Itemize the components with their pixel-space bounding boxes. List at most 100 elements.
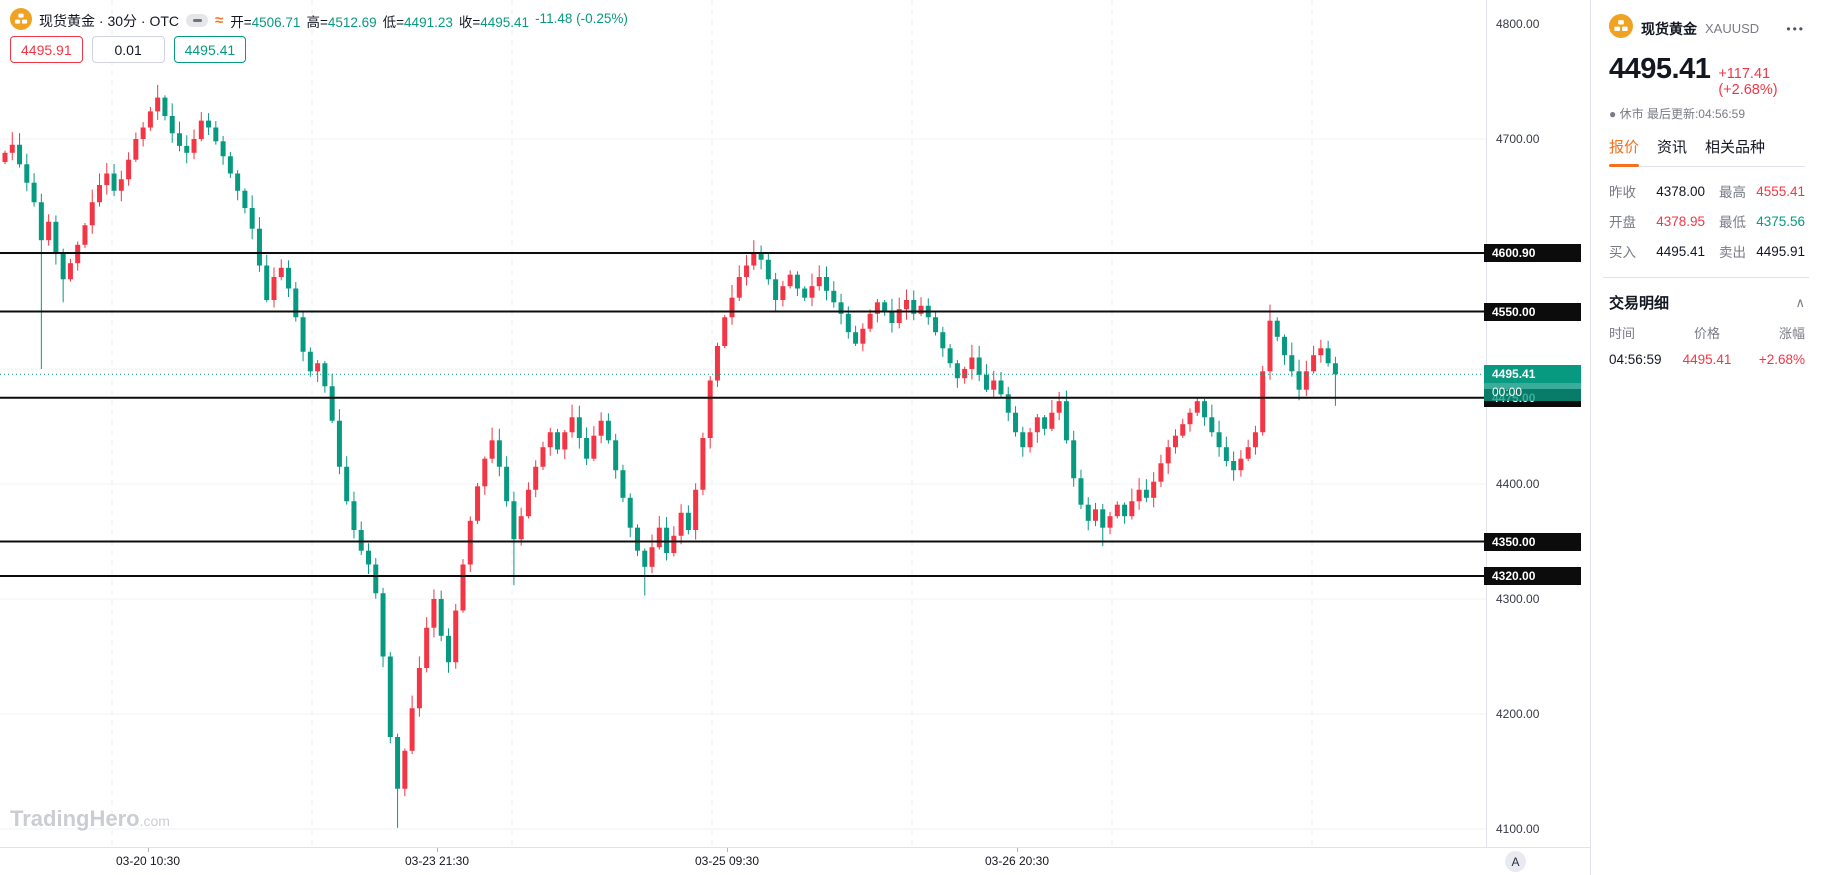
day-low-label: 最低 — [1719, 215, 1746, 230]
candle — [1289, 355, 1295, 372]
candle — [1172, 435, 1178, 448]
candle — [1085, 504, 1091, 521]
candle — [773, 279, 779, 300]
candle — [903, 300, 909, 310]
candle — [1143, 489, 1149, 498]
candle — [1274, 320, 1280, 337]
time-tick — [1017, 848, 1018, 852]
candle — [954, 363, 960, 379]
candle — [991, 380, 997, 390]
candle — [671, 535, 677, 553]
price-axis[interactable]: 4800.00 4700.00 4400.00 4300.00 4200.00 4100.… — [1484, 0, 1590, 847]
open-label: 开= — [230, 14, 252, 30]
candle — [664, 527, 670, 553]
price-tick: 4800.00 — [1496, 17, 1540, 31]
candle — [809, 286, 815, 298]
change-value: -11.48 (-0.25%) — [535, 10, 628, 26]
candle — [1107, 516, 1113, 528]
candle — [31, 182, 37, 203]
trade-change: +2.68% — [1758, 352, 1805, 367]
candle — [206, 120, 212, 128]
candle — [176, 133, 182, 146]
candle — [184, 145, 190, 153]
candle — [38, 202, 44, 241]
candle — [460, 564, 466, 611]
candle — [133, 139, 139, 160]
candle — [853, 332, 859, 344]
candle — [685, 512, 691, 530]
candle — [584, 438, 590, 459]
candle — [53, 221, 59, 254]
candle — [736, 277, 742, 298]
candle — [1325, 348, 1331, 364]
high-label: 高= — [306, 14, 328, 30]
candle — [75, 244, 81, 264]
candle — [1238, 458, 1244, 471]
candle — [409, 708, 415, 751]
level-price-label: 4320.00 — [1484, 567, 1581, 585]
candle — [220, 141, 226, 157]
candle — [1202, 401, 1208, 418]
candle — [1020, 432, 1026, 448]
candle — [1303, 371, 1309, 390]
candle — [1136, 489, 1142, 502]
tab-related[interactable]: 相关品种 — [1705, 139, 1766, 156]
low-value: 4491.23 — [404, 14, 453, 30]
auto-scale-button[interactable]: A — [1505, 851, 1526, 872]
candle — [489, 440, 495, 459]
candle — [60, 254, 66, 280]
candle — [962, 369, 968, 379]
chart-legend: 现货黄金 · 30分 · OTC ≈ 开=4506.71 高=4512.69 低… — [10, 8, 628, 33]
candle — [1056, 401, 1062, 413]
high-value: 4512.69 — [327, 14, 377, 30]
candle — [496, 440, 502, 467]
candle — [1063, 401, 1069, 441]
sidebar-symbol-name: 现货黄金 — [1641, 20, 1697, 37]
candle — [344, 466, 350, 502]
candlestick-chart[interactable] — [0, 0, 1486, 847]
time-axis[interactable]: 03-20 10:30 03-23 21:30 03-25 09:30 03-26 2… — [0, 847, 1590, 875]
candle — [1223, 447, 1229, 461]
trade-buttons: 4495.91 0.01 4495.41 — [10, 36, 247, 63]
candle — [656, 527, 662, 548]
price-tick: 4400.00 — [1496, 477, 1540, 491]
candle — [264, 265, 270, 300]
candle — [969, 357, 975, 369]
tab-quotes[interactable]: 报价 — [1609, 136, 1640, 167]
candle — [438, 599, 444, 636]
candle — [794, 274, 800, 289]
candle — [845, 313, 851, 333]
candle — [1209, 417, 1215, 433]
candle — [2, 152, 8, 162]
candle — [366, 550, 371, 565]
collapse-chevron-icon[interactable]: ∧ — [1795, 294, 1805, 310]
candle — [482, 458, 488, 487]
candle — [591, 435, 597, 459]
bar-countdown-label: 00:00 — [1484, 383, 1581, 402]
symbol-title[interactable]: 现货黄金 · 30分 · OTC — [39, 12, 180, 29]
candle — [445, 635, 451, 663]
candle — [642, 550, 648, 567]
sell-price-button[interactable]: 4495.91 — [10, 36, 83, 63]
more-menu-icon[interactable]: ••• — [1786, 21, 1805, 36]
candle — [511, 501, 517, 540]
candle — [1027, 432, 1033, 448]
candle — [780, 286, 786, 300]
candle — [1158, 463, 1164, 482]
candle — [700, 438, 706, 490]
candle — [576, 417, 582, 438]
tab-news[interactable]: 资讯 — [1657, 139, 1688, 156]
candle — [831, 290, 837, 303]
trade-detail-title: 交易明细 — [1609, 295, 1670, 312]
candle — [395, 737, 401, 789]
day-low-value: 4375.56 — [1756, 213, 1805, 229]
buy-price-button[interactable]: 4495.41 — [173, 36, 247, 63]
candle — [293, 288, 299, 318]
last-price: 4495.41 — [1609, 53, 1711, 85]
candle — [373, 564, 379, 594]
candle — [874, 302, 880, 314]
candle — [555, 432, 561, 450]
spread-button[interactable]: 0.01 — [91, 36, 165, 63]
candle — [118, 179, 124, 191]
candle — [678, 512, 684, 536]
